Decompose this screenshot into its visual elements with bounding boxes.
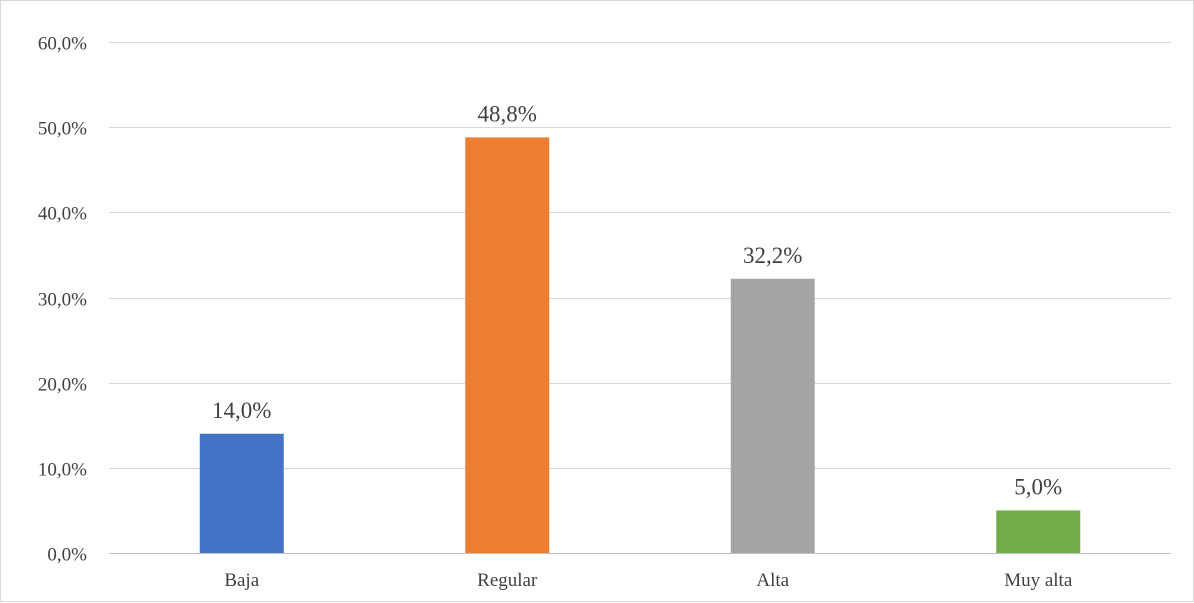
x-tick-label: Regular xyxy=(477,570,538,591)
y-tick-label: 10,0% xyxy=(38,460,87,481)
y-axis-tick-labels: 0,0% 10,0% 20,0% 30,0% 40,0% 50,0% 60,0% xyxy=(38,34,87,566)
bar-baja xyxy=(199,433,284,553)
bar-regular xyxy=(465,137,550,554)
data-label: 48,8% xyxy=(478,101,537,126)
x-tick-label: Muy alta xyxy=(1004,570,1073,591)
data-label: 5,0% xyxy=(1014,474,1062,499)
gridlines xyxy=(109,42,1171,469)
x-tick-label: Baja xyxy=(224,570,259,591)
bar-alta xyxy=(730,278,815,553)
x-axis-category-labels: Baja Regular Alta Muy alta xyxy=(224,570,1073,591)
data-labels: 14,0% 48,8% 32,2% 5,0% xyxy=(212,101,1062,499)
data-label: 14,0% xyxy=(212,398,271,423)
y-tick-label: 40,0% xyxy=(38,204,87,225)
data-label: 32,2% xyxy=(743,243,802,268)
x-tick-label: Alta xyxy=(756,570,789,591)
y-tick-label: 30,0% xyxy=(38,290,87,311)
y-tick-label: 60,0% xyxy=(38,34,87,55)
y-tick-label: 50,0% xyxy=(38,119,87,140)
bars xyxy=(199,137,1081,554)
y-tick-label: 0,0% xyxy=(47,545,87,566)
bar-muy-alta xyxy=(996,510,1081,553)
y-tick-label: 20,0% xyxy=(38,375,87,396)
